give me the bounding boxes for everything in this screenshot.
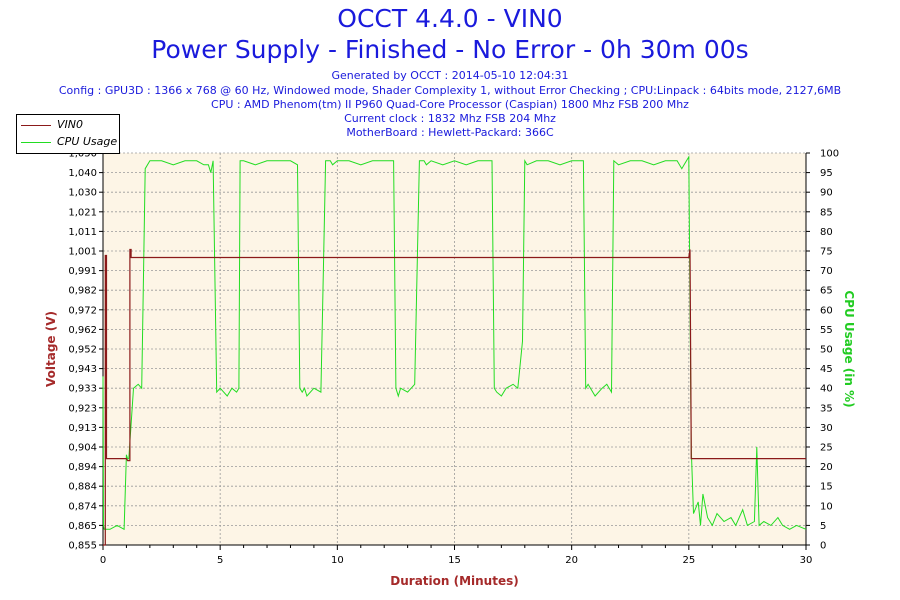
y-right-tick-label: 50 (820, 345, 833, 356)
legend-item-vin0: VIN0 (17, 117, 119, 133)
y-left-tick-label: 0,913 (68, 423, 97, 434)
y-right-tick-label: 20 (820, 462, 833, 473)
y-right-tick-label: 80 (820, 227, 833, 238)
x-tick-label: 20 (565, 555, 578, 566)
y-left-tick-label: 1,030 (68, 188, 97, 199)
y-left-tick-label: 0,933 (68, 384, 97, 395)
x-tick-label: 15 (448, 555, 461, 566)
y-right-tick-label: 25 (820, 443, 833, 454)
y-right-tick-label: 85 (820, 207, 833, 218)
y-left-tick-label: 1,040 (68, 168, 97, 179)
y-left-tick-label: 0,904 (68, 443, 97, 454)
y-left-tick-label: 1,001 (68, 247, 97, 258)
y-right-tick-label: 90 (820, 188, 833, 199)
y-axis-label-right: CPU Usage (in %) (842, 290, 856, 407)
legend-item-cpu-usage: CPU Usage (17, 134, 119, 150)
y-left-tick-label: 0,972 (68, 305, 97, 316)
x-tick-label: 10 (331, 555, 344, 566)
y-left-tick-label: 0,884 (68, 482, 97, 493)
y-left-tick-label: 0,962 (68, 325, 97, 336)
y-right-tick-label: 35 (820, 403, 833, 414)
y-left-tick-label: 0,855 (68, 541, 97, 552)
motherboard-info: MotherBoard : Hewlett-Packard: 366C (346, 126, 554, 139)
legend: VIN0 CPU Usage (16, 114, 120, 154)
y-left-tick-label: 0,865 (68, 521, 97, 532)
y-left-tick-label: 0,923 (68, 403, 97, 414)
clock-info: Current clock : 1832 Mhz FSB 204 Mhz (344, 112, 556, 125)
generated-info: Generated by OCCT : 2014-05-10 12:04:31 (331, 69, 569, 82)
config-info: Config : GPU3D : 1366 x 768 @ 60 Hz, Win… (58, 84, 842, 97)
y-right-tick-label: 0 (820, 541, 826, 552)
chart-title: OCCT 4.4.0 - VIN0 (337, 4, 563, 33)
y-right-tick-label: 45 (820, 364, 833, 375)
cpu-info: CPU : AMD Phenom(tm) II P960 Quad-Core P… (211, 98, 689, 111)
y-left-tick-label: 0,894 (68, 462, 97, 473)
y-left-tick-label: 1,011 (68, 227, 97, 238)
y-left-tick-label: 0,943 (68, 364, 97, 375)
y-right-tick-label: 15 (820, 482, 833, 493)
y-left-tick-label: 0,952 (68, 345, 97, 356)
y-right-tick-label: 75 (820, 247, 833, 258)
y-right-tick-label: 100 (820, 149, 839, 160)
x-axis-label: Duration (Minutes) (390, 574, 518, 588)
x-tick-label: 25 (682, 555, 695, 566)
y-left-tick-label: 0,991 (68, 266, 97, 277)
y-left-tick-label: 1,021 (68, 207, 97, 218)
y-right-tick-label: 55 (820, 325, 833, 336)
chart-subtitle: Power Supply - Finished - No Error - 0h … (151, 35, 749, 64)
y-right-tick-label: 30 (820, 423, 833, 434)
x-tick-label: 0 (100, 555, 106, 566)
y-left-tick-label: 1,050 (68, 149, 97, 160)
legend-label-cpu-usage: CPU Usage (57, 135, 118, 148)
y-right-tick-label: 70 (820, 266, 833, 277)
legend-label-vin0: VIN0 (57, 118, 83, 131)
y-right-tick-label: 95 (820, 168, 833, 179)
y-left-tick-label: 0,982 (68, 286, 97, 297)
y-left-tick-label: 0,874 (68, 501, 97, 512)
y-right-tick-label: 10 (820, 501, 833, 512)
x-tick-label: 30 (800, 555, 813, 566)
y-right-tick-label: 65 (820, 286, 833, 297)
series-line-vin0 (103, 248, 806, 546)
y-right-tick-label: 40 (820, 384, 833, 395)
x-tick-label: 5 (217, 555, 223, 566)
legend-swatch-cpu-usage (21, 142, 51, 143)
legend-swatch-vin0 (21, 125, 51, 126)
y-right-tick-label: 60 (820, 305, 833, 316)
y-axis-label-left: Voltage (V) (44, 311, 58, 387)
series-line-cpu-usage (102, 155, 807, 531)
y-right-tick-label: 5 (820, 521, 826, 532)
